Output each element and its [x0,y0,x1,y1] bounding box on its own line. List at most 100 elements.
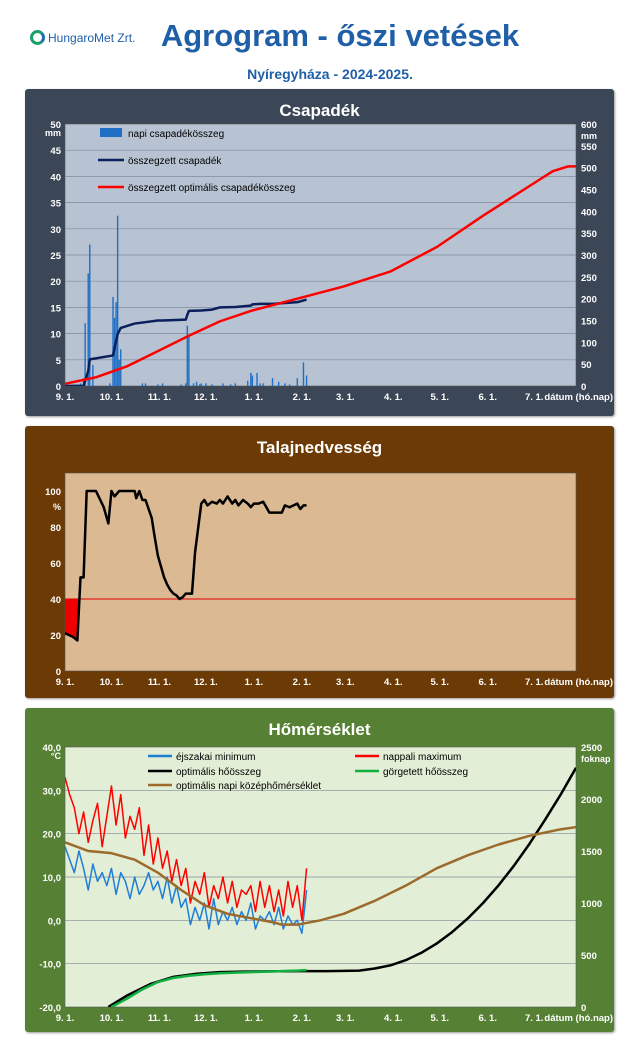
legend-label: nappali maximum [383,752,461,763]
y-tick-left: 30 [50,225,61,236]
x-tick: 3. 1. [336,677,355,688]
x-axis-label: dátum (hó.nap) [544,392,613,403]
x-tick: 4. 1. [384,1013,403,1024]
precip-bar [250,372,252,386]
precip-bar [200,383,202,386]
temperature-panel: Hőmérséklet -20,0 -10,0 0,0 10,0 20,0 30,0 40,… [25,708,614,1032]
precip-bar [116,215,119,386]
y-axis-label-right: foknap [581,754,611,764]
y-tick-right: 0 [581,382,586,393]
soil-moisture-title: Talajnedvesség [256,438,383,457]
y-tick-left: 10,0 [43,873,62,884]
precip-bar [161,383,164,386]
y-tick-left: 20,0 [43,830,62,841]
soil-moisture-panel: Talajnedvesség 0 20 40 60 80 100% 9. 1. 10. 1. 1… [25,426,614,698]
y-tick-left: 40 [50,595,61,606]
precip-bar [89,244,91,386]
series-group [65,767,576,1007]
precip-bar [84,323,86,386]
legend-label: éjszakai minimum [176,752,255,763]
x-tick: 2. 1. [293,1013,312,1024]
y-tick-right: 1500 [581,847,602,858]
series-line-2 [65,165,576,386]
y-tick-right: 2500 [581,743,602,754]
x-tick: 11. 1. [148,1013,171,1024]
x-tick: 11. 1. [148,392,171,403]
y-tick-right: 300 [581,251,597,262]
y-axis-label-left: °C [51,751,62,761]
series-line-0 [65,489,307,642]
precip-bar [109,383,111,386]
y-tick-right: 500 [581,164,597,175]
series-line-1 [65,298,307,386]
y-tick-left: 80 [50,523,61,534]
y-tick-right: 1000 [581,899,602,910]
y-tick-right: 600 [581,120,597,131]
x-tick: 9. 1. [56,1013,75,1024]
y-tick-left: 40 [50,172,61,183]
y-tick-left: 100 [45,487,61,498]
y-tick-left: -20,0 [39,1003,61,1014]
x-tick: 10. 1. [100,677,124,688]
precipitation-chart: 0510152025303540455005010015020025030035… [45,120,613,403]
x-tick: 1. 1. [245,1013,264,1024]
y-tick-right: 550 [581,142,597,153]
precip-bar [222,383,224,386]
precip-bar [118,359,120,386]
y-axis-label-left: mm [45,128,61,138]
y-tick-left: 0 [56,382,61,393]
precip-bar [271,378,274,386]
precip-bar [305,375,308,386]
y-tick-left: 50 [50,120,61,131]
series-line-4 [65,825,576,926]
x-tick: 2. 1. [293,677,312,688]
y-tick-left: 0 [56,667,61,678]
series-line-2 [107,767,576,1007]
legend-label: optimális hőösszeg [176,767,261,778]
x-tick: 11. 1. [148,677,171,688]
y-tick-left: 0,0 [48,916,61,927]
precip-bar [256,372,258,386]
precip-bar [185,383,187,386]
y-tick-left: 10 [50,330,61,341]
y-tick-left: 15 [50,303,61,314]
y-tick-right: 200 [581,295,597,306]
precipitation-title: Csapadék [279,101,360,120]
y-tick-right: 400 [581,207,597,218]
precipitation-panel: Csapadék 0 5 10 15 20 25 30 35 40 45 50 0 50 100 150 20… [25,89,614,416]
precip-bar [277,381,280,386]
x-tick: 9. 1. [56,677,75,688]
precip-bar [296,378,298,386]
legend-label: optimális napi középhőmérséklet [176,781,321,792]
x-axis-label: dátum (hó.nap) [544,1013,613,1024]
y-tick-right: 50 [581,360,592,371]
y-tick-left: -10,0 [39,960,61,971]
precip-bar [259,383,261,386]
x-tick: 4. 1. [384,392,403,403]
y-tick-right: 450 [581,186,597,197]
x-tick: 10. 1. [100,392,124,403]
precip-bar [192,383,195,386]
logo-icon [30,30,45,45]
series-group [65,489,307,642]
legend-label: összegzett optimális csapadékösszeg [128,183,295,194]
legend-swatch [100,128,122,137]
precip-bar [141,383,144,386]
precip-bar [186,325,189,386]
x-tick: 7. 1. [525,1013,544,1024]
y-tick-left: 20 [50,631,61,642]
precip-bar [247,380,249,386]
precip-bar [92,365,94,386]
temperature-title: Hőmérséklet [268,720,371,739]
series-group [65,165,576,386]
precip-bar [195,381,198,386]
series-line-3 [110,968,307,1007]
x-tick: 5. 1. [430,677,449,688]
plot-area [64,472,577,672]
precip-bar [284,383,286,386]
precip-bar [288,384,291,386]
x-tick: 5. 1. [430,1013,449,1024]
precip-bar [251,375,254,386]
y-tick-right: 2000 [581,795,602,806]
x-tick: 12. 1. [194,392,218,403]
